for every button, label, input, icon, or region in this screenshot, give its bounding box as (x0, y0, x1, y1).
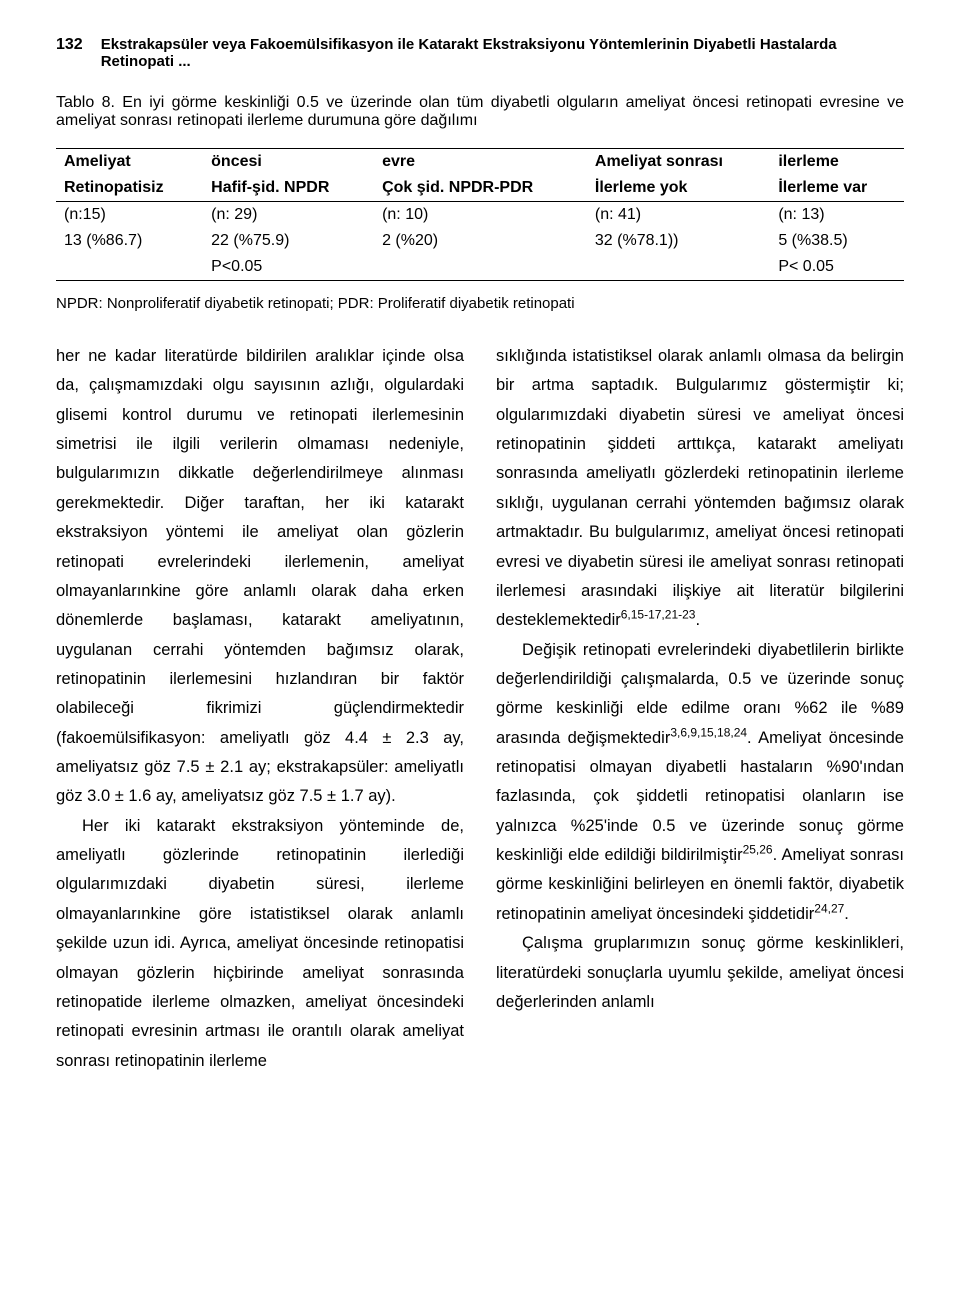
paragraph: Her iki katarakt ekstraksiyon yönteminde… (56, 812, 464, 1076)
paragraph: Değişik retinopati evrelerindeki diyabet… (496, 636, 904, 930)
text: sıklığında istatistiksel olarak anlamlı … (496, 347, 904, 629)
th: İlerleme var (770, 175, 904, 202)
table-header-row-1: Ameliyat öncesi evre Ameliyat sonrası il… (56, 149, 904, 176)
td: (n: 41) (587, 202, 770, 229)
td: (n:15) (56, 202, 203, 229)
td (374, 254, 587, 281)
td: 13 (%86.7) (56, 228, 203, 254)
table-header-row-2: Retinopatisiz Hafif-şid. NPDR Çok şid. N… (56, 175, 904, 202)
reference-sup: 24,27 (814, 901, 844, 915)
page-number: 132 (56, 36, 83, 54)
th: Hafif-şid. NPDR (203, 175, 374, 202)
td: (n: 13) (770, 202, 904, 229)
text: Çalışma gruplarımızın sonuç görme keskin… (496, 934, 904, 1011)
reference-sup: 25,26 (743, 843, 773, 857)
page: 132 Ekstrakapsüler veya Fakoemülsifikasy… (0, 0, 960, 1116)
table-footnote: NPDR: Nonproliferatif diyabetik retinopa… (56, 295, 904, 312)
td: (n: 29) (203, 202, 374, 229)
right-column: sıklığında istatistiksel olarak anlamlı … (496, 342, 904, 1076)
reference-sup: 3,6,9,15,18,24 (670, 725, 747, 739)
th: İlerleme yok (587, 175, 770, 202)
table-caption: Tablo 8. En iyi görme keskinliği 0.5 ve … (56, 94, 904, 130)
paragraph: Çalışma gruplarımızın sonuç görme keskin… (496, 929, 904, 1017)
td: 2 (%20) (374, 228, 587, 254)
table-row: P<0.05 P< 0.05 (56, 254, 904, 281)
table-row: 13 (%86.7) 22 (%75.9) 2 (%20) 32 (%78.1)… (56, 228, 904, 254)
table-block: Ameliyat öncesi evre Ameliyat sonrası il… (56, 148, 904, 281)
th: Ameliyat (56, 149, 203, 176)
table-row: (n:15) (n: 29) (n: 10) (n: 41) (n: 13) (56, 202, 904, 229)
paragraph: her ne kadar literatürde bildirilen aral… (56, 342, 464, 812)
running-title: Ekstrakapsüler veya Fakoemülsifikasyon i… (101, 36, 904, 70)
th: ilerleme (770, 149, 904, 176)
th: Ameliyat sonrası (587, 149, 770, 176)
td: (n: 10) (374, 202, 587, 229)
text: . (844, 905, 849, 923)
td (56, 254, 203, 281)
left-column: her ne kadar literatürde bildirilen aral… (56, 342, 464, 1076)
header-line: 132 Ekstrakapsüler veya Fakoemülsifikasy… (56, 36, 904, 70)
text: . Ameliyat öncesinde retinopatisi olmaya… (496, 729, 904, 864)
data-table: Ameliyat öncesi evre Ameliyat sonrası il… (56, 148, 904, 281)
reference-sup: 6,15-17,21-23 (621, 608, 696, 622)
td: 32 (%78.1)) (587, 228, 770, 254)
td (587, 254, 770, 281)
th: öncesi (203, 149, 374, 176)
paragraph: sıklığında istatistiksel olarak anlamlı … (496, 342, 904, 636)
th: Retinopatisiz (56, 175, 203, 202)
th: evre (374, 149, 587, 176)
td: P< 0.05 (770, 254, 904, 281)
body-columns: her ne kadar literatürde bildirilen aral… (56, 342, 904, 1076)
td: P<0.05 (203, 254, 374, 281)
text: . (695, 611, 700, 629)
th: Çok şid. NPDR-PDR (374, 175, 587, 202)
td: 22 (%75.9) (203, 228, 374, 254)
td: 5 (%38.5) (770, 228, 904, 254)
